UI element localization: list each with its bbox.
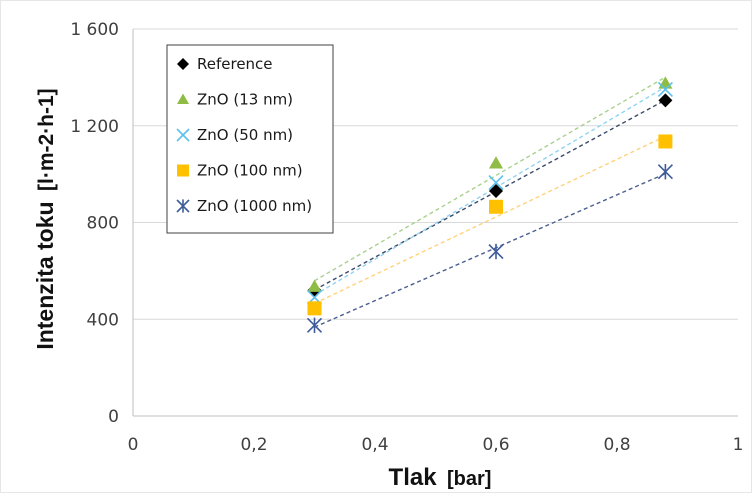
legend-entry-label: ZnO (1000 nm)	[197, 197, 312, 215]
x-tick-label: 0,2	[240, 435, 267, 455]
x-axis-title: Tlak [bar]	[389, 464, 492, 491]
axis-labels: Tlak [bar] Intenzita toku [l·m-2·h-1]	[32, 88, 491, 491]
asterisk-marker	[176, 199, 190, 213]
legend-entry-label: Reference	[197, 55, 273, 73]
x-marker-stroke	[488, 175, 504, 191]
asterisk-marker	[657, 164, 673, 180]
trendline	[314, 99, 666, 291]
legend: Reference ZnO (13 nm) ZnO (50 nm) ZnO (100 …	[166, 44, 334, 234]
y-tick-label: 0	[108, 407, 119, 427]
triangle-marker	[307, 279, 322, 292]
asterisk-marker	[488, 243, 504, 260]
trendline	[314, 173, 666, 328]
y-axis-title: Intenzita toku [l·m-2·h-1]	[32, 88, 58, 349]
diamond-marker	[658, 93, 673, 108]
x-tick-label: 0,4	[361, 435, 388, 455]
diamond-marker	[177, 58, 189, 70]
square-marker	[177, 164, 189, 177]
y-tick-label: 400	[87, 310, 119, 330]
x-axis-title-main: Tlak	[389, 464, 438, 491]
trendline	[314, 76, 666, 282]
y-tick-label: 1 200	[70, 117, 119, 137]
data-markers	[306, 76, 673, 333]
square-marker	[658, 134, 673, 149]
x-marker	[488, 175, 504, 191]
y-axis-title-unit: [l·m-2·h-1]	[35, 88, 58, 191]
trendline	[314, 135, 666, 305]
triangle-marker	[177, 93, 189, 104]
diamond-marker	[489, 184, 503, 199]
square-marker	[307, 301, 322, 316]
asterisk-marker	[306, 317, 323, 333]
x-marker-stroke	[657, 81, 673, 98]
triangle-marker	[489, 156, 503, 169]
x-marker	[176, 128, 190, 142]
legend-entry-label: ZnO (50 nm)	[197, 126, 293, 144]
x-tick-label: 0,8	[603, 435, 630, 455]
y-tick-label: 800	[87, 214, 119, 234]
x-marker-stroke	[176, 128, 190, 142]
legend-box	[166, 44, 334, 234]
x-marker	[657, 81, 673, 98]
y-tick-label: 1 600	[70, 20, 119, 40]
legend-entry-label: ZnO (100 nm)	[197, 162, 303, 180]
x-axis-title-unit: [bar]	[447, 468, 491, 490]
triangle-marker	[658, 76, 673, 89]
x-tick-label: 1	[733, 435, 744, 455]
x-tick-label: 0	[128, 435, 139, 455]
y-axis-title-main: Intenzita toku	[32, 201, 58, 349]
legend-entry-label: ZnO (13 nm)	[197, 91, 293, 109]
square-marker	[489, 199, 503, 214]
x-tick-label: 0,6	[482, 435, 509, 455]
axes: 0 400 800 1 200 1 600 0 0,2 0,4 0,6 0,8 1	[70, 20, 743, 455]
